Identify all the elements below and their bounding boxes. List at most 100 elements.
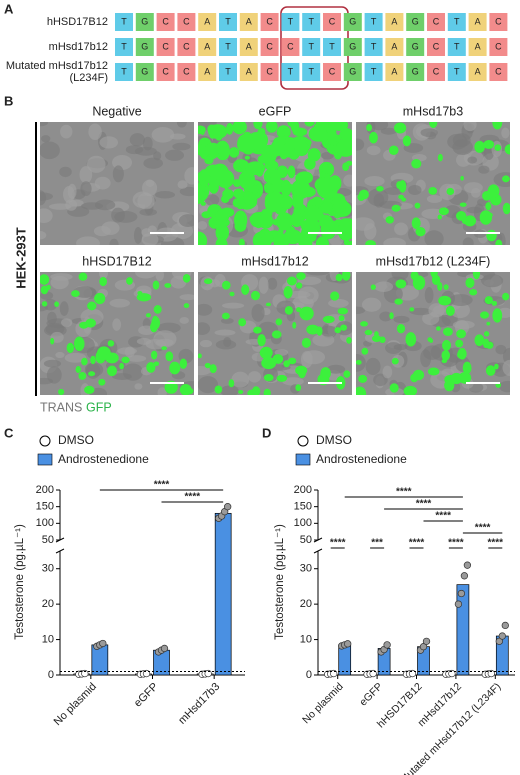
cell-texture (267, 277, 278, 290)
y-tick-label: 50 (300, 534, 312, 546)
gfp-cell (296, 171, 313, 185)
cell-texture (109, 238, 119, 245)
cell-texture (99, 136, 119, 149)
gfp-cell (228, 379, 235, 388)
gfp-cell (199, 169, 209, 181)
gfp-cell (441, 350, 451, 361)
gfp-cell (251, 290, 260, 301)
base-box (135, 38, 154, 56)
cell-texture (157, 387, 167, 395)
base: T (225, 41, 231, 51)
gfp-cell (339, 128, 352, 141)
bar (338, 644, 352, 676)
gfp-cell (455, 211, 467, 221)
base-box (239, 63, 258, 81)
gfp-cell (501, 175, 510, 183)
x-tick-label: No plasmid (300, 680, 346, 726)
gfp-cell (456, 329, 467, 339)
gfp-cell (431, 274, 441, 285)
gfp-cell (41, 301, 48, 307)
cell-texture (220, 385, 239, 395)
base-box (260, 13, 279, 31)
gfp-cell (126, 277, 133, 285)
gfp-cell (360, 321, 368, 327)
cell-texture (177, 180, 188, 189)
gfp-cell (485, 365, 496, 376)
gfp-cell (321, 164, 330, 174)
base: T (288, 66, 294, 76)
gfp-cell (469, 289, 478, 296)
gfp-cell (207, 124, 228, 139)
cell-texture (366, 145, 381, 156)
gfp-cell (303, 208, 324, 222)
cell-texture (64, 352, 87, 363)
base-box (343, 63, 362, 81)
gfp-cell (444, 379, 455, 392)
base-box (219, 63, 237, 81)
row-label: hHSD17B12 (47, 16, 108, 28)
legend-label: DMSO (316, 433, 352, 447)
gfp-cell (429, 122, 438, 128)
cell-texture (142, 179, 158, 197)
cell-texture (178, 214, 194, 227)
axis-break (55, 548, 65, 554)
gfp-cell (371, 335, 382, 342)
cell-texture (320, 325, 338, 337)
gfp-cell (343, 239, 351, 245)
significance-label: **** (416, 499, 432, 510)
significance-label: **** (396, 487, 412, 498)
gfp-cell (265, 122, 278, 133)
cell-texture (155, 272, 165, 282)
base-box (385, 63, 404, 81)
gfp-cell (427, 367, 440, 376)
gfp-cell (480, 311, 490, 319)
base: G (412, 66, 419, 76)
cell-texture (134, 383, 143, 390)
gfp-cell (474, 140, 485, 153)
base: A (475, 66, 481, 76)
significance-label: **** (330, 538, 346, 549)
base-box (427, 38, 445, 56)
base: A (204, 16, 210, 26)
base: G (412, 16, 419, 26)
image (356, 122, 510, 245)
cell-texture (394, 222, 408, 236)
cell-texture (63, 186, 75, 203)
gfp-cell (40, 285, 49, 295)
gfp-cell (198, 125, 206, 135)
gfp-cell (346, 336, 352, 344)
base-box (156, 38, 175, 56)
gfp-cell (263, 182, 273, 192)
base: T (454, 41, 460, 51)
gfp-cell (492, 122, 503, 130)
y-tick-label: 50 (42, 534, 54, 546)
base-box (385, 13, 404, 31)
gfp-cell (388, 145, 399, 156)
gfp-cell (255, 164, 264, 177)
gfp-cell (369, 131, 378, 144)
panel-label: D (262, 425, 271, 440)
gfp-cell (414, 202, 421, 209)
cell-texture (40, 192, 54, 201)
cell-texture (109, 298, 130, 308)
base-box (302, 38, 321, 56)
cell-texture (383, 237, 406, 245)
cell-texture (426, 195, 443, 203)
cell-texture (420, 128, 438, 138)
base-box (427, 63, 445, 81)
base: T (454, 66, 460, 76)
gfp-cell (485, 202, 492, 211)
base-box (447, 38, 466, 56)
gfp-cell (238, 170, 256, 190)
gfp-cell (395, 279, 407, 289)
image (356, 272, 510, 395)
gfp-cell (314, 177, 333, 193)
y-tick-label: 0 (306, 669, 312, 681)
gfp-cell (336, 138, 352, 157)
gfp-cell (237, 133, 255, 153)
gfp-cell (446, 187, 455, 196)
base: C (329, 66, 336, 76)
replicate (224, 503, 232, 511)
gfp-cell (409, 307, 415, 312)
base: C (183, 16, 190, 26)
